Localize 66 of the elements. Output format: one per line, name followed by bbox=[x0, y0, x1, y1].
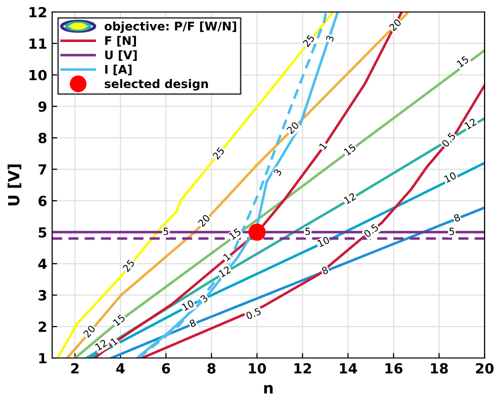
annotation: 25 bbox=[212, 146, 225, 160]
line-series bbox=[74, 49, 485, 358]
x-tick-label: 20 bbox=[476, 363, 494, 374]
annotation: 3 bbox=[326, 35, 334, 42]
line-series bbox=[56, 12, 334, 358]
x-tick-label: 2 bbox=[71, 363, 79, 374]
annotation: 1 bbox=[223, 252, 231, 262]
annotation: 20 bbox=[198, 214, 210, 228]
x-tick-label: 8 bbox=[208, 363, 216, 374]
x-axis-title: n bbox=[264, 384, 273, 394]
y-tick-label: 10 bbox=[30, 70, 47, 80]
annotation: 12 bbox=[464, 118, 477, 130]
annotation: 8 bbox=[321, 266, 329, 275]
y-tick-label: 9 bbox=[38, 101, 46, 112]
y-tick-label: 7 bbox=[38, 164, 46, 175]
annotation: 5 bbox=[164, 228, 168, 236]
annotation: 1 bbox=[110, 337, 118, 346]
annotation: 15 bbox=[344, 144, 356, 156]
y-tick-label: 11 bbox=[30, 38, 46, 49]
annotation: 15 bbox=[112, 314, 126, 326]
annotation: 25 bbox=[122, 259, 135, 272]
annotation: 20 bbox=[286, 121, 300, 134]
annotation: 0.5 bbox=[246, 307, 262, 320]
annotation: 10 bbox=[317, 236, 330, 248]
legend-label: F [N] bbox=[105, 36, 136, 46]
legend-label: objective: P/F [W/N] bbox=[104, 21, 236, 33]
y-tick-label: 12 bbox=[30, 6, 46, 18]
annotation: 10 bbox=[444, 172, 457, 183]
legend-label: U [V] bbox=[105, 50, 137, 61]
annotation: 12 bbox=[94, 339, 108, 351]
y-tick-label: 5 bbox=[38, 227, 46, 238]
annotation: 15 bbox=[228, 228, 242, 240]
x-tick-label: 14 bbox=[340, 363, 358, 374]
annotation: 3 bbox=[200, 294, 208, 303]
annotation: 25 bbox=[302, 34, 315, 48]
point bbox=[248, 224, 266, 241]
annotation: 12 bbox=[218, 266, 231, 278]
x-tick-label: 16 bbox=[385, 363, 402, 374]
y-axis-title: U [V] bbox=[8, 164, 22, 206]
annotation: 3 bbox=[273, 168, 282, 176]
annotation: 10 bbox=[182, 300, 194, 311]
annotation: 0.5 bbox=[441, 132, 456, 148]
annotation: 5 bbox=[305, 228, 310, 236]
x-tick-label: 4 bbox=[116, 363, 125, 374]
annotation: 1 bbox=[318, 142, 328, 150]
y-tick-label: 6 bbox=[38, 196, 47, 206]
annotation: 8 bbox=[453, 214, 461, 222]
legend-label: selected design bbox=[104, 79, 208, 91]
y-tick-label: 3 bbox=[38, 290, 46, 301]
annotation: 20 bbox=[82, 324, 96, 338]
x-tick-label: 18 bbox=[430, 363, 448, 374]
line-series bbox=[110, 206, 485, 358]
legend-label: I [A] bbox=[105, 64, 132, 76]
y-tick-label: 4 bbox=[38, 258, 47, 269]
annotation: 5 bbox=[449, 228, 454, 236]
annotation: 8 bbox=[189, 318, 196, 328]
y-tick-label: 2 bbox=[38, 322, 46, 332]
x-tick-label: 12 bbox=[294, 363, 311, 374]
annotation: 20 bbox=[388, 18, 402, 32]
y-tick-label: 1 bbox=[39, 353, 46, 364]
annotation: 15 bbox=[456, 56, 470, 68]
annotation: 12 bbox=[344, 192, 356, 204]
y-tick-label: 8 bbox=[38, 132, 46, 144]
annotation: 0.5 bbox=[363, 223, 379, 238]
x-tick-label: 10 bbox=[248, 363, 266, 374]
x-tick-label: 6 bbox=[162, 363, 170, 374]
